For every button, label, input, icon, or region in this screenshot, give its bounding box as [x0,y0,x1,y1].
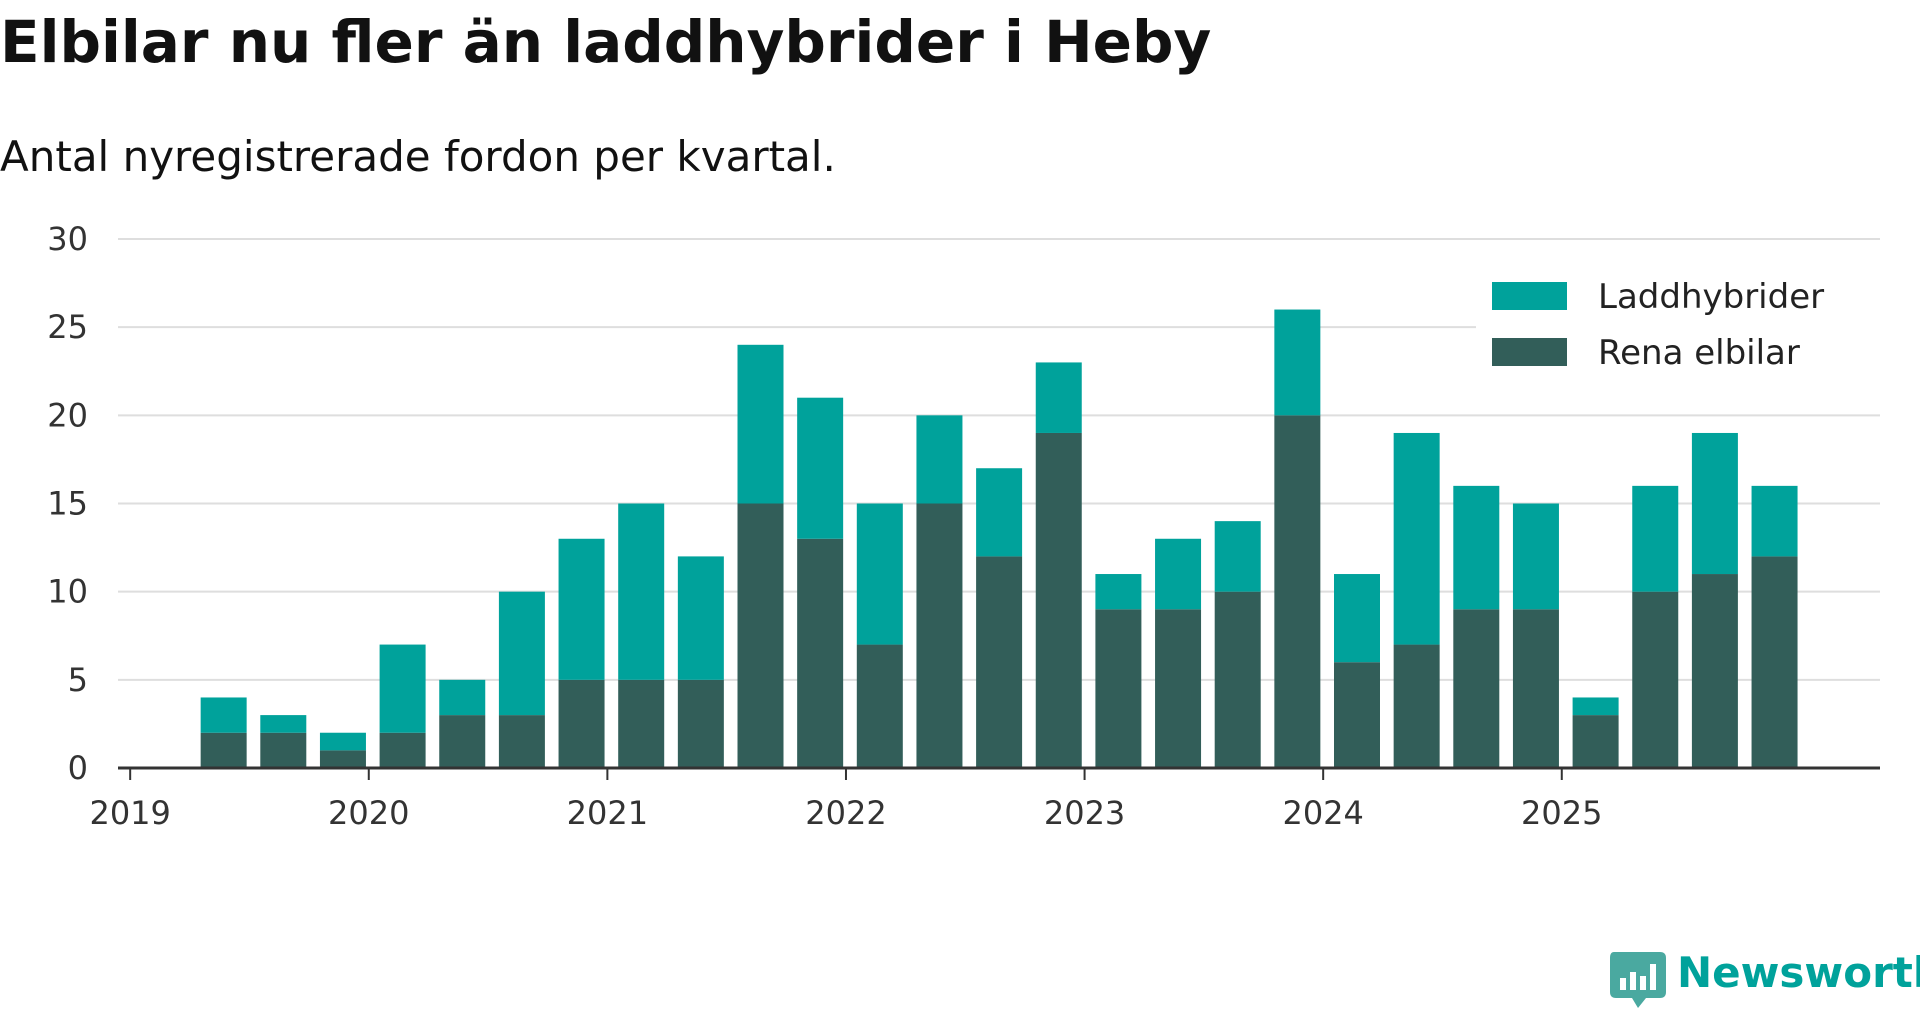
x-tick-label: 2024 [1282,794,1363,832]
y-tick-label: 0 [68,749,88,787]
bar-rena-elbilar [737,503,784,768]
bar-laddhybrider [1572,697,1619,716]
y-tick-label: 25 [47,308,88,346]
y-tick-label: 15 [47,485,88,523]
bar-rena-elbilar [439,715,486,768]
bar-rena-elbilar [677,679,724,768]
bar-laddhybrider [1274,309,1321,416]
bar-rena-elbilar [1632,591,1679,768]
bar-rena-elbilar [1512,609,1559,768]
y-tick-label: 10 [47,573,88,611]
bar-laddhybrider [916,415,963,504]
bar-laddhybrider [1035,362,1082,433]
newsworthy-logo-icon [1610,952,1666,1008]
y-tick-label: 20 [47,396,88,434]
bar-laddhybrider [558,538,605,680]
bar-rena-elbilar [498,715,545,768]
bar-rena-elbilar [1572,715,1619,768]
bar-rena-elbilar [1751,556,1798,768]
legend: Laddhybrider Rena elbilar [1476,268,1886,380]
bar-rena-elbilar [797,538,844,768]
bar-rena-elbilar [1691,574,1738,768]
x-tick-label: 2019 [89,794,170,832]
bar-rena-elbilar [1393,644,1440,768]
legend-swatch [1492,338,1567,366]
bar-laddhybrider [976,468,1023,557]
bar-rena-elbilar [260,732,307,768]
x-tick-label: 2020 [328,794,409,832]
x-tick-label: 2022 [805,794,886,832]
bar-laddhybrider [737,344,784,504]
bar-laddhybrider [1393,432,1440,645]
bar-laddhybrider [618,503,665,680]
chart-subtitle: Antal nyregistrerade fordon per kvartal. [0,132,836,181]
legend-label: Rena elbilar [1598,333,1800,373]
y-tick-label: 5 [68,661,88,699]
bar-rena-elbilar [1334,662,1380,768]
y-axis-ticks: 0 5 10 15 20 25 30 [47,220,88,787]
x-tick-label: 2021 [567,794,648,832]
brand-name: Newsworthy [1677,948,1920,997]
bar-laddhybrider [1512,503,1559,610]
bar-laddhybrider [1632,485,1679,592]
legend-swatch [1492,282,1567,310]
bar-rena-elbilar [1035,432,1082,768]
bar-rena-elbilar [1214,591,1261,768]
x-axis: 2019 2020 2021 2022 2023 2024 2025 [89,766,1880,832]
bars [200,309,1798,768]
bar-rena-elbilar [558,679,605,768]
bar-laddhybrider [379,644,426,733]
chart-title: Elbilar nu fler än laddhybrider i Heby [0,8,1212,76]
bar-laddhybrider [260,715,307,733]
bar-laddhybrider [856,503,903,645]
bar-laddhybrider [1691,432,1738,575]
bar-rena-elbilar [916,503,963,768]
bar-laddhybrider [1155,538,1202,610]
bar-laddhybrider [1334,574,1380,663]
y-tick-label: 30 [47,220,88,258]
bar-laddhybrider [439,679,486,716]
bar-rena-elbilar [200,732,247,768]
bar-rena-elbilar [1453,609,1500,768]
bar-laddhybrider [498,591,545,716]
bar-rena-elbilar [1155,609,1202,768]
bar-rena-elbilar [1274,415,1321,768]
bar-rena-elbilar [379,732,426,768]
bar-laddhybrider [1095,574,1142,610]
bar-rena-elbilar [856,644,903,768]
bar-rena-elbilar [976,556,1023,768]
bar-laddhybrider [1453,485,1500,610]
x-tick-label: 2023 [1044,794,1125,832]
bar-laddhybrider [1214,521,1261,592]
x-tick-label: 2025 [1521,794,1602,832]
bar-laddhybrider [319,732,366,751]
bar-rena-elbilar [618,679,665,768]
bar-laddhybrider [677,556,724,680]
bar-laddhybrider [200,697,247,733]
legend-label: Laddhybrider [1598,277,1824,317]
bar-laddhybrider [1751,485,1798,557]
bar-rena-elbilar [319,750,366,768]
bar-laddhybrider [797,397,844,539]
bar-rena-elbilar [1095,609,1142,768]
